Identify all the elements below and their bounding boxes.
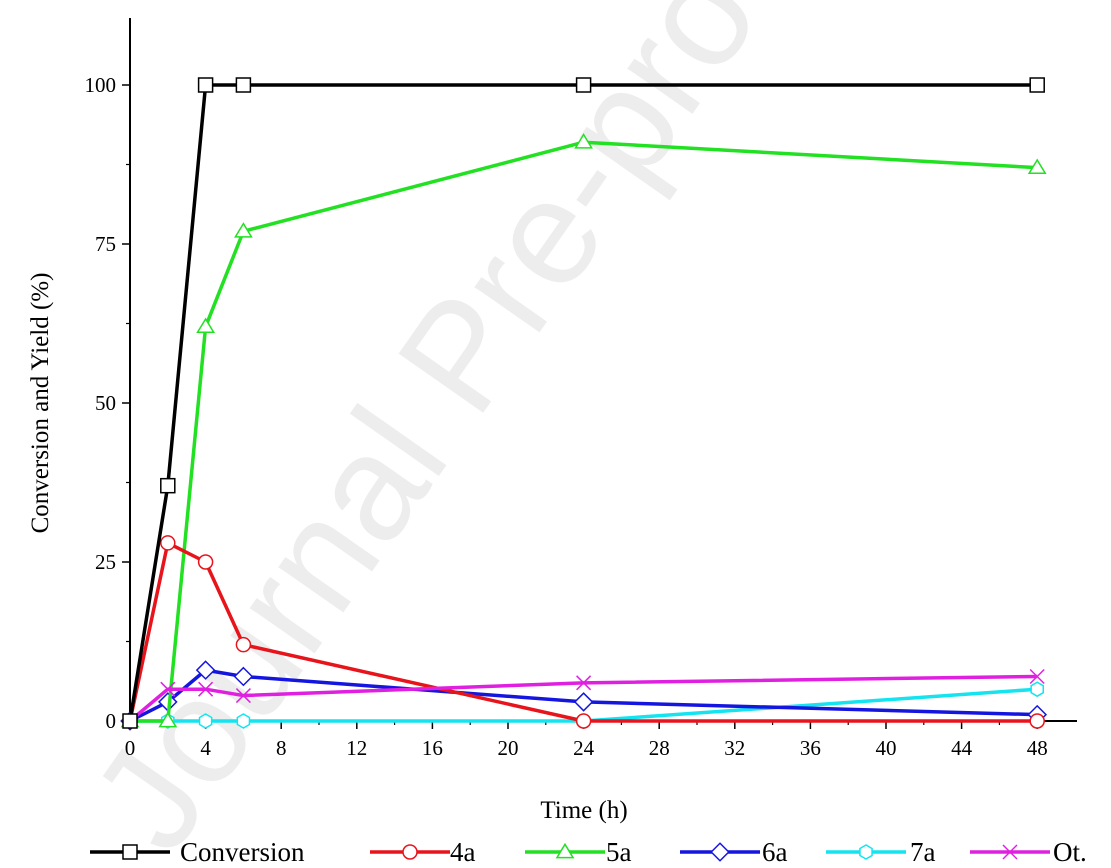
data-point-6a <box>573 692 594 712</box>
x-tick-label: 4 <box>200 736 211 760</box>
data-point-ot <box>160 681 176 697</box>
legend-item-4a: 4a <box>370 837 476 867</box>
data-point-ot-stroke <box>198 681 214 697</box>
x-tick-label: 28 <box>649 736 670 760</box>
data-point-6a <box>195 660 216 680</box>
data-point-5a <box>158 711 178 728</box>
data-point-4a <box>575 713 592 729</box>
legend-item-6a: 6a <box>680 837 788 867</box>
x-tick-label: 20 <box>498 736 519 760</box>
y-tick-label: 50 <box>95 391 116 415</box>
series-line-5a <box>130 140 1038 723</box>
y-axis-title: Conversion and Yield (%) <box>27 273 54 534</box>
data-point-5a <box>1027 158 1047 175</box>
legend-label: 7a <box>910 837 936 867</box>
data-point-conversion <box>575 77 592 93</box>
x-tick-label: 12 <box>346 736 367 760</box>
series-conversion <box>122 77 1045 729</box>
legend-marker <box>710 842 730 862</box>
data-point-7a <box>198 713 213 729</box>
x-axis-title: Time (h) <box>540 797 627 824</box>
data-point-4a <box>235 636 252 653</box>
data-point-ot <box>1029 668 1045 685</box>
data-point-conversion <box>197 77 214 93</box>
x-tick-label: 40 <box>876 736 897 760</box>
x-tick-label: 0 <box>125 736 136 760</box>
legend-marker <box>555 842 575 859</box>
legend-marker <box>1002 844 1018 860</box>
data-point-5a <box>574 133 593 149</box>
data-point-ot <box>576 675 592 691</box>
series-4a <box>122 535 1045 729</box>
legend-marker <box>859 844 873 860</box>
legend-label: Conversion <box>180 837 305 867</box>
data-point-4a <box>160 535 176 551</box>
plot-area <box>120 77 1048 731</box>
x-tick-label: 44 <box>951 736 973 760</box>
y-tick-label: 0 <box>106 709 117 733</box>
series-line-4a <box>128 541 1038 723</box>
y-tick-label: 100 <box>85 73 117 97</box>
x-tick-label: 16 <box>422 736 443 760</box>
data-point-ot <box>198 681 214 697</box>
legend-item-conversion: Conversion <box>90 837 305 867</box>
legend-item-ot: Ot. <box>970 837 1087 867</box>
data-point-ot-stroke <box>1029 668 1045 685</box>
data-point-4a <box>197 554 214 570</box>
data-point-5a <box>196 317 215 334</box>
data-point-ot-stroke <box>576 675 592 691</box>
legend-marker-stroke <box>1002 844 1018 860</box>
data-point-conversion <box>235 77 252 93</box>
legend-label: 5a <box>606 837 632 867</box>
legend-item-7a: 7a <box>826 837 936 867</box>
legend-marker <box>122 844 138 860</box>
data-point-conversion <box>1029 77 1045 93</box>
data-point-conversion <box>160 477 176 494</box>
legend-label: 4a <box>450 837 476 867</box>
legend-label: Ot. <box>1053 837 1087 867</box>
data-point-7a <box>1030 681 1045 698</box>
x-tick-label: 24 <box>573 736 595 760</box>
y-tick-label: 75 <box>95 232 116 256</box>
data-point-5a <box>234 222 253 238</box>
series-line-conversion <box>128 83 1038 722</box>
legend: Conversion 4a 5a 6a 7a Ot. <box>90 837 1087 867</box>
data-point-ot <box>235 688 251 704</box>
legend-marker <box>402 844 418 860</box>
data-point-7a <box>236 713 251 729</box>
x-tick-label: 48 <box>1027 736 1048 760</box>
x-tick-label: 8 <box>276 736 287 760</box>
x-tick-label: 32 <box>724 736 745 760</box>
x-tick-label: 36 <box>800 736 821 760</box>
data-point-ot-stroke <box>160 681 176 697</box>
data-point-4a <box>1029 713 1045 729</box>
data-point-conversion <box>122 713 138 729</box>
data-point-6a <box>233 666 254 687</box>
data-point-ot-stroke <box>235 688 251 704</box>
legend-item-5a: 5a <box>525 837 632 867</box>
legend-label: 6a <box>762 837 788 867</box>
y-tick-label: 25 <box>95 550 116 574</box>
